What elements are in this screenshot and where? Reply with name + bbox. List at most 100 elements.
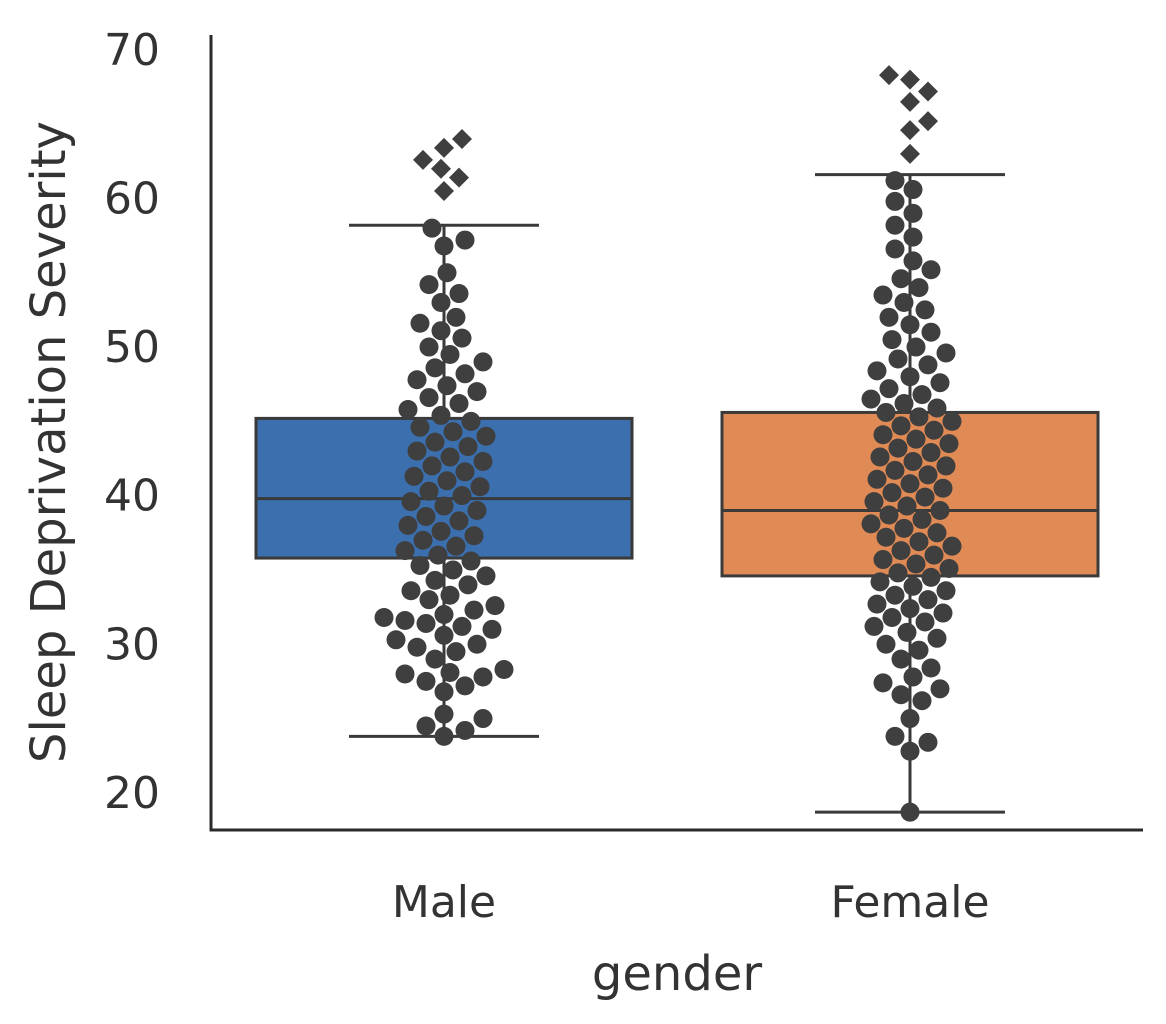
data-point	[410, 555, 430, 575]
data-point	[867, 361, 887, 381]
data-point	[467, 501, 487, 521]
data-point	[473, 709, 493, 729]
points-layer	[374, 65, 962, 822]
data-point	[918, 355, 938, 375]
data-point	[455, 462, 475, 482]
data-point	[440, 447, 460, 467]
data-point	[440, 662, 460, 682]
data-point	[434, 682, 454, 702]
data-point	[924, 545, 944, 565]
data-point	[921, 567, 941, 587]
data-point	[422, 456, 442, 476]
data-point	[422, 218, 442, 238]
data-point	[416, 613, 436, 633]
data-point	[401, 492, 421, 512]
data-point	[419, 337, 439, 357]
data-point	[933, 603, 953, 623]
outlier-point	[900, 120, 920, 141]
y-tick-label: 30	[104, 619, 160, 670]
data-point	[888, 349, 908, 369]
data-point	[936, 581, 956, 601]
data-point	[909, 407, 929, 427]
data-point	[440, 585, 460, 605]
y-tick-label: 60	[104, 173, 160, 224]
data-point	[431, 521, 451, 541]
data-point	[891, 416, 911, 436]
data-point	[419, 275, 439, 295]
data-point	[906, 429, 926, 449]
data-point	[939, 558, 959, 578]
data-point	[494, 660, 514, 680]
data-point	[900, 367, 920, 387]
data-point	[413, 530, 433, 550]
data-point	[930, 373, 950, 393]
data-point	[912, 509, 932, 529]
data-point	[879, 307, 899, 327]
data-point	[897, 496, 917, 516]
data-point	[437, 263, 457, 283]
data-point	[891, 685, 911, 705]
data-point	[374, 608, 394, 628]
labels-layer: gender Sleep Deprivation Severity 20 30 40…	[21, 25, 990, 1002]
data-point	[401, 581, 421, 601]
data-point	[873, 673, 893, 693]
data-point	[927, 398, 947, 418]
data-point	[912, 691, 932, 711]
y-tick-label: 70	[104, 25, 160, 76]
data-point	[407, 441, 427, 461]
data-point	[885, 215, 905, 235]
data-point	[431, 292, 451, 312]
data-point	[894, 518, 914, 538]
outlier-point	[900, 143, 920, 164]
data-point	[909, 532, 929, 552]
data-point	[888, 438, 908, 458]
data-point	[410, 313, 430, 333]
data-point	[921, 443, 941, 463]
outlier-point	[918, 111, 938, 132]
data-point	[882, 483, 902, 503]
data-point	[885, 460, 905, 480]
data-point	[879, 379, 899, 399]
data-point	[906, 337, 926, 357]
data-point	[473, 352, 493, 372]
data-point	[431, 321, 451, 341]
data-point	[900, 315, 920, 335]
data-point	[464, 600, 484, 620]
data-point	[891, 541, 911, 561]
data-point	[446, 642, 466, 662]
data-point	[876, 402, 896, 422]
data-point	[425, 358, 445, 378]
data-point	[428, 545, 448, 565]
data-point	[395, 610, 415, 630]
data-point	[395, 664, 415, 684]
data-point	[867, 469, 887, 489]
data-point	[903, 576, 923, 596]
outlier-point	[900, 91, 920, 112]
data-point	[452, 616, 472, 636]
data-point	[882, 608, 902, 628]
data-point	[470, 477, 490, 497]
data-point	[458, 437, 478, 457]
x-axis-title: gender	[592, 946, 762, 1002]
data-point	[900, 802, 920, 822]
x-tick-label: Male	[392, 877, 496, 928]
y-tick-label: 40	[104, 471, 160, 522]
data-point	[879, 505, 899, 525]
data-point	[461, 411, 481, 431]
data-point	[410, 417, 430, 437]
data-point	[434, 704, 454, 724]
outlier-point	[434, 181, 454, 202]
data-point	[434, 726, 454, 746]
data-point	[915, 300, 935, 320]
data-point	[434, 605, 454, 625]
data-point	[431, 405, 451, 425]
data-point	[437, 376, 457, 396]
outlier-point	[431, 158, 451, 179]
data-point	[870, 572, 890, 592]
data-point	[885, 726, 905, 746]
data-point	[416, 671, 436, 691]
data-point	[467, 382, 487, 402]
data-point	[482, 619, 502, 639]
data-point	[864, 616, 884, 636]
data-point	[425, 649, 445, 669]
